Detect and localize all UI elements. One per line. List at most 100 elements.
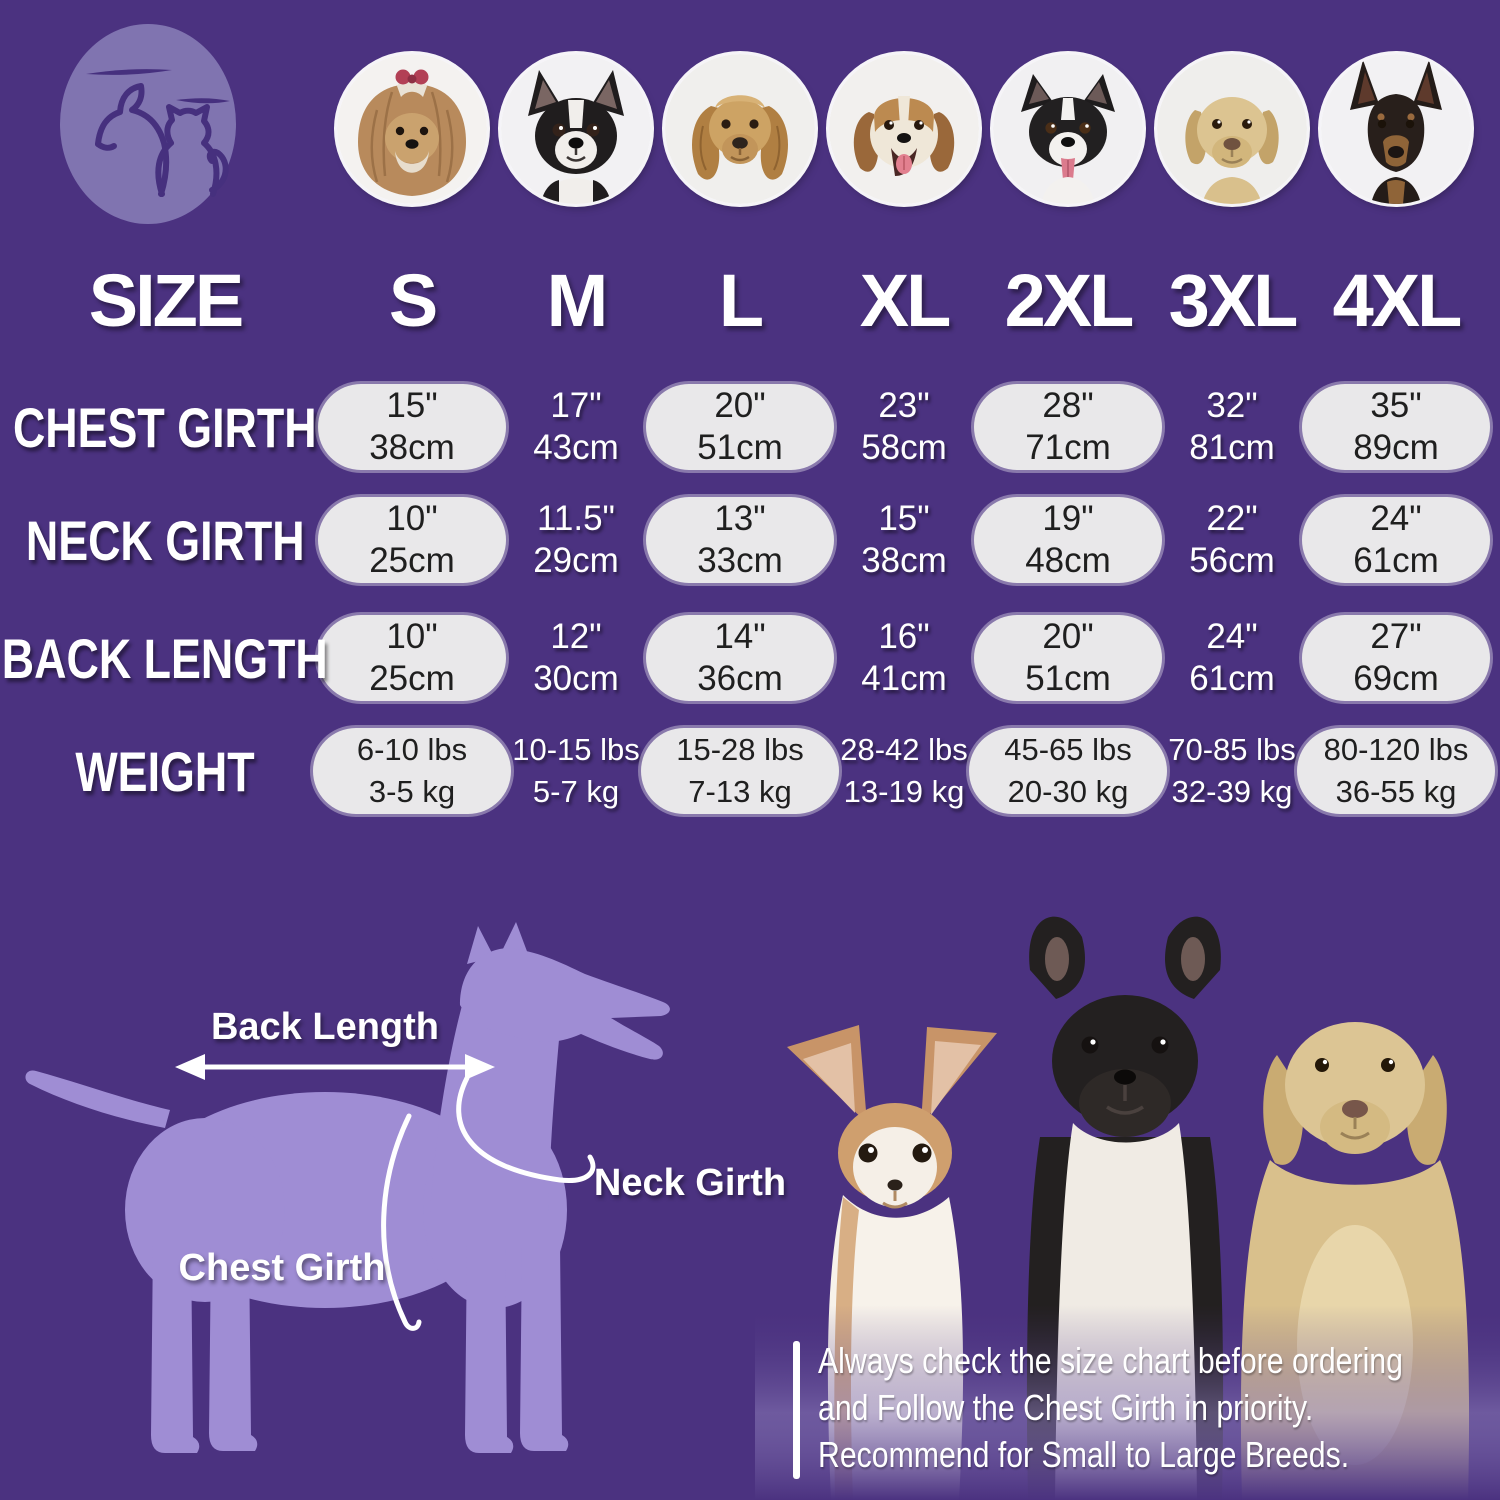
back-length-xl: 16" 41cm: [861, 616, 947, 700]
chest-girth-2xl: 28" 71cm: [974, 384, 1162, 470]
value-cm: 48cm: [1025, 541, 1111, 580]
value-lbs: 70-85 lbs: [1168, 732, 1296, 767]
value-cm: 58cm: [861, 428, 947, 467]
logo-cat-tail: [206, 148, 229, 193]
row-label-weight: WEIGHT: [75, 739, 255, 803]
chest-girth-4xl: 35" 89cm: [1302, 384, 1490, 470]
value-cm: 43cm: [533, 428, 619, 467]
silhouette-hind-leg: [209, 1245, 258, 1451]
value-cm: 25cm: [369, 541, 455, 580]
value-cm: 89cm: [1353, 428, 1439, 467]
back-length-l: 14" 36cm: [646, 615, 834, 701]
value-in: 24": [1370, 499, 1422, 538]
silhouette-head: [460, 948, 670, 1060]
value-in: 19": [1042, 499, 1094, 538]
size-4xl: 4XL: [1332, 258, 1463, 342]
value-in: 32": [1206, 386, 1258, 425]
value-in: 16": [878, 617, 930, 656]
boston-terrier-illustration: [501, 54, 651, 204]
value-kg: 5-7 kg: [532, 774, 620, 809]
size-s: S: [388, 258, 438, 342]
logo-cat-outline: [155, 104, 220, 197]
value-kg: 20-30 kg: [1007, 774, 1129, 809]
value-cm: 56cm: [1189, 541, 1275, 580]
size-3xl: 3XL: [1168, 258, 1299, 342]
value-kg: 36-55 kg: [1335, 774, 1457, 809]
back-length-4xl: 27" 69cm: [1302, 615, 1490, 701]
value-cm: 33cm: [697, 541, 783, 580]
neck-girth-s: 10" 25cm: [318, 497, 506, 583]
weight-m: 10-15 lbs 5-7 kg: [512, 729, 640, 813]
note-accent-bar: [793, 1341, 800, 1479]
dog-photo-labrador: [1157, 54, 1307, 204]
value-cm: 38cm: [861, 541, 947, 580]
value-lbs: 28-42 lbs: [840, 732, 968, 767]
row-label-neck-girth: NECK GIRTH: [25, 508, 305, 572]
value-in: 22": [1206, 499, 1258, 538]
dog-cat-logo: [60, 24, 236, 224]
value-kg: 13-19 kg: [843, 774, 965, 809]
neck-girth-xl: 15" 38cm: [861, 498, 947, 582]
value-in: 20": [714, 386, 766, 425]
silhouette-tail: [25, 1070, 170, 1128]
neck-girth-2xl: 19" 48cm: [974, 497, 1162, 583]
photo-fade-overlay: [755, 1305, 1500, 1500]
neck-girth-3xl: 22" 56cm: [1189, 498, 1275, 582]
value-cm: 61cm: [1189, 659, 1275, 698]
value-lbs: 80-120 lbs: [1323, 732, 1469, 767]
chest-girth-s: 15" 38cm: [318, 384, 506, 470]
value-in: 20": [1042, 617, 1094, 656]
labrador-illustration: [1157, 54, 1307, 204]
value-cm: 38cm: [369, 428, 455, 467]
neck-girth-row: NECK GIRTH 10" 25cm 11.5" 29cm 13" 33cm 15"…: [0, 494, 1490, 586]
chest-girth-l: 20" 51cm: [646, 384, 834, 470]
value-cm: 81cm: [1189, 428, 1275, 467]
dog-photo-cocker-spaniel: [665, 54, 815, 204]
value-cm: 61cm: [1353, 541, 1439, 580]
back-length-m: 12" 30cm: [533, 616, 619, 700]
value-in: 27": [1370, 617, 1422, 656]
value-in: 10": [386, 617, 438, 656]
silhouette-neck: [430, 988, 562, 1215]
shih-tzu-bow: [407, 74, 417, 84]
logo-swoosh-line: [176, 98, 230, 104]
border-collie-illustration: [993, 54, 1143, 204]
dog-photo-beagle: [829, 54, 979, 204]
value-cm: 25cm: [369, 659, 455, 698]
value-in: 14": [714, 617, 766, 656]
row-label-chest-girth: CHEST GIRTH: [13, 395, 317, 459]
value-in: 12": [550, 617, 602, 656]
neck-girth-curve: [456, 1075, 596, 1183]
size-l: L: [718, 258, 764, 342]
chest-girth-m: 17" 43cm: [533, 385, 619, 469]
size-header-row: SIZE S M L XL 2XL 3XL 4XL: [0, 252, 1478, 348]
weight-s: 6-10 lbs 3-5 kg: [313, 728, 511, 814]
value-lbs: 15-28 lbs: [676, 732, 804, 767]
dog-measurement-diagram: [25, 922, 670, 1453]
silhouette-front-leg: [465, 1240, 514, 1453]
weight-4xl: 80-120 lbs 36-55 kg: [1297, 728, 1495, 814]
weight-l: 15-28 lbs 7-13 kg: [641, 728, 839, 814]
value-cm: 29cm: [533, 541, 619, 580]
value-in: 23": [878, 386, 930, 425]
silhouette-hind-leg: [151, 1240, 200, 1453]
chest-girth-curve: [381, 1113, 422, 1331]
note-line: Always check the size chart before order…: [818, 1340, 1403, 1381]
neck-girth-4xl: 24" 61cm: [1302, 497, 1490, 583]
value-lbs: 6-10 lbs: [356, 732, 468, 767]
value-cm: 30cm: [533, 659, 619, 698]
value-cm: 41cm: [861, 659, 947, 698]
back-length-label: Back Length: [210, 1006, 440, 1048]
dog-photo-boston-terrier: [501, 54, 651, 204]
value-kg: 32-39 kg: [1171, 774, 1293, 809]
neck-girth-label: Neck Girth: [593, 1162, 787, 1204]
silhouette-ear: [500, 922, 528, 955]
back-length-row: BACK LENGTH 10" 25cm 12" 30cm 14" 36cm 16" 4…: [0, 612, 1490, 704]
value-in: 11.5": [537, 499, 615, 538]
chest-girth-row: CHEST GIRTH 15" 38cm 17" 43cm 20" 51cm 23" 5…: [0, 381, 1490, 473]
back-length-s: 10" 25cm: [318, 615, 506, 701]
value-cm: 51cm: [697, 428, 783, 467]
dog-photo-border-collie: [993, 54, 1143, 204]
chest-girth-3xl: 32" 81cm: [1189, 385, 1275, 469]
note-line: and Follow the Chest Girth in priority.: [818, 1387, 1314, 1428]
